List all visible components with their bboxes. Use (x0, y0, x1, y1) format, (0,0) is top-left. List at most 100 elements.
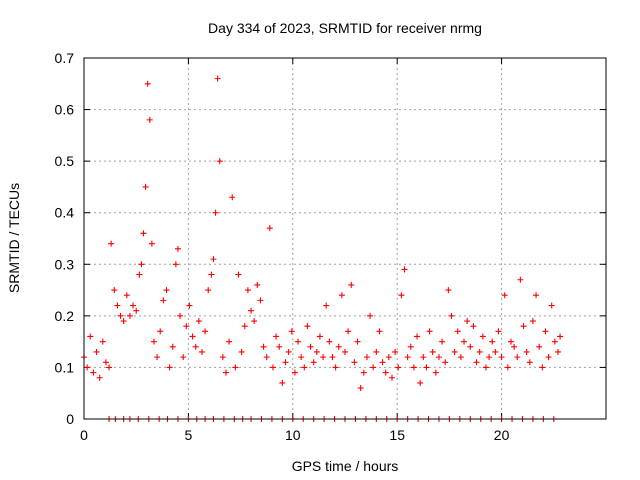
data-point (111, 287, 118, 294)
data-point (160, 297, 167, 304)
data-point (426, 328, 433, 335)
x-tick-label: 5 (185, 427, 193, 443)
y-tick-label: 0.7 (55, 50, 75, 66)
data-point (123, 292, 130, 299)
y-tick-label: 0 (66, 411, 74, 427)
data-point (335, 343, 342, 350)
data-point (464, 318, 471, 325)
data-point (241, 323, 248, 330)
data-point (354, 338, 361, 345)
data-point (120, 318, 127, 325)
data-point (172, 261, 179, 268)
data-point (157, 328, 164, 335)
data-point (351, 359, 358, 366)
data-point (385, 354, 392, 361)
x-tick-label: 20 (494, 427, 510, 443)
data-point (244, 287, 251, 294)
data-point (282, 359, 289, 366)
y-tick-label: 0.5 (55, 153, 75, 169)
data-point (467, 343, 474, 350)
data-point (554, 348, 561, 355)
data-point (163, 287, 170, 294)
data-point (451, 348, 458, 355)
data-point (169, 343, 176, 350)
data-point (523, 348, 530, 355)
data-point (235, 271, 242, 278)
data-point (338, 292, 345, 299)
data-point (154, 354, 161, 361)
data-point (126, 312, 133, 319)
data-point (174, 245, 181, 252)
data-point (93, 348, 100, 355)
data-point (476, 348, 483, 355)
grid-lines (84, 58, 606, 419)
data-point (248, 307, 255, 314)
data-point (363, 354, 370, 361)
tick-labels: 0 5 10 15 20 0 0.1 0.2 0.3 0.4 0.5 0.6 0.7 (55, 50, 510, 443)
data-point (420, 354, 427, 361)
data-point (183, 323, 190, 330)
data-point (202, 328, 209, 335)
data-point (457, 354, 464, 361)
data-point (208, 271, 215, 278)
data-point (279, 379, 286, 386)
data-point (545, 354, 552, 361)
data-point (417, 379, 424, 386)
data-point (313, 348, 320, 355)
data-point (150, 338, 157, 345)
data-point (301, 364, 308, 371)
x-axis-label: GPS time / hours (292, 458, 399, 474)
data-point (186, 302, 193, 309)
data-point (117, 312, 124, 319)
data-point (285, 348, 292, 355)
data-point (84, 364, 91, 371)
data-point (536, 343, 543, 350)
data-point (90, 369, 97, 376)
data-point (326, 338, 333, 345)
data-point (316, 333, 323, 340)
data-point (529, 318, 536, 325)
data-point (345, 328, 352, 335)
data-point (216, 158, 223, 165)
data-point (212, 209, 219, 216)
data-point (370, 364, 377, 371)
data-point (445, 287, 452, 294)
data-point (146, 116, 153, 123)
data-point (222, 369, 229, 376)
data-point (298, 354, 305, 361)
data-point (106, 364, 113, 371)
data-point (251, 318, 258, 325)
data-point (511, 343, 518, 350)
data-point (232, 364, 239, 371)
data-point (148, 240, 155, 247)
data-point (357, 385, 364, 392)
data-point (205, 287, 212, 294)
data-point (504, 364, 511, 371)
data-point (414, 333, 421, 340)
y-axis-label: SRMTID / TECUs (6, 183, 22, 293)
data-point (348, 281, 355, 288)
data-point (392, 348, 399, 355)
data-point (263, 354, 270, 361)
data-point (108, 240, 115, 247)
data-point (492, 348, 499, 355)
data-point (429, 348, 436, 355)
x-tick-label: 15 (389, 427, 405, 443)
data-point (323, 302, 330, 309)
data-point (304, 323, 311, 330)
data-point (439, 338, 446, 345)
data-point (533, 292, 540, 299)
plot-frame (83, 57, 607, 420)
data-point (461, 338, 468, 345)
data-point (238, 348, 245, 355)
y-tick-label: 0.3 (55, 256, 75, 272)
data-point (260, 343, 267, 350)
data-point (273, 333, 280, 340)
data-point (551, 338, 558, 345)
data-point (142, 183, 149, 190)
y-tick-label: 0.2 (55, 308, 75, 324)
chart-title: Day 334 of 2023, SRMTID for receiver nrm… (208, 20, 482, 36)
data-point (479, 333, 486, 340)
y-tick-label: 0.1 (55, 359, 75, 375)
